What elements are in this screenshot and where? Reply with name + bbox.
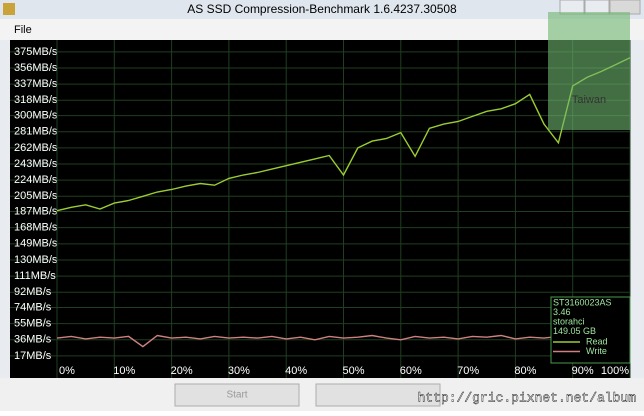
x-tick-label: 100% [601, 365, 629, 377]
legend-label: Write [586, 346, 607, 356]
x-tick-label: 50% [342, 365, 364, 377]
y-tick-label: 130MB/s [14, 254, 58, 266]
badge-logo [548, 12, 630, 130]
y-tick-label: 356MB/s [14, 62, 58, 74]
y-tick-label: 74MB/s [14, 301, 52, 313]
device-info: ST3160023AS [553, 297, 612, 307]
y-tick-label: 55MB/s [14, 318, 52, 330]
x-tick-label: 90% [572, 365, 594, 377]
window-title: AS SSD Compression-Benchmark 1.6.4237.30… [187, 2, 457, 16]
x-tick-label: 40% [285, 365, 307, 377]
start-button[interactable] [174, 383, 300, 407]
series-line [56, 57, 631, 212]
x-tick-label: 20% [171, 365, 193, 377]
y-tick-label: 281MB/s [14, 126, 58, 138]
maximize-button[interactable] [584, 0, 610, 15]
y-tick-label: 300MB/s [14, 109, 58, 121]
plot: 17MB/s 36MB/s 55MB/s 74MB/s 92MB/s 111MB/s 130… [10, 40, 631, 378]
x-tick-label: 30% [228, 365, 250, 377]
x-tick-label: 60% [400, 365, 422, 377]
y-tick-label: 187MB/s [14, 205, 58, 217]
start-button-label: Start [226, 390, 247, 401]
y-tick-label: 111MB/s [14, 270, 56, 282]
chart-area [10, 40, 630, 378]
y-tick-label: 168MB/s [14, 222, 58, 234]
x-tick-label: 10% [113, 365, 135, 377]
y-tick-label: 17MB/s [14, 350, 52, 362]
watermark: http://gric.pixnet.net/album [418, 390, 637, 405]
y-tick-label: 205MB/s [14, 190, 58, 202]
menu-item[interactable]: File [14, 24, 32, 36]
y-tick-label: 149MB/s [14, 238, 58, 250]
badge-text: Taiwan [572, 94, 606, 106]
y-tick-label: 337MB/s [14, 78, 58, 90]
minimize-button[interactable] [559, 0, 585, 15]
x-tick-label: 80% [514, 365, 536, 377]
x-tick-label: 70% [457, 365, 479, 377]
legend-label: Read [586, 336, 608, 346]
y-tick-label: 36MB/s [14, 334, 52, 346]
device-info: 149.05 GB [553, 326, 596, 336]
second-button[interactable] [315, 383, 441, 407]
device-info: 3.46 [553, 307, 571, 317]
x-tick-label: 0% [59, 365, 75, 377]
title-bar [0, 0, 644, 19]
close-button[interactable] [609, 0, 641, 15]
y-tick-label: 262MB/s [14, 142, 58, 154]
y-tick-label: 318MB/s [14, 94, 58, 106]
y-tick-label: 375MB/s [14, 46, 58, 58]
y-tick-label: 92MB/s [14, 286, 52, 298]
series-line [56, 334, 631, 348]
device-info: storahci [553, 316, 585, 326]
y-tick-label: 224MB/s [14, 174, 58, 186]
y-tick-label: 243MB/s [14, 158, 58, 170]
menu-bar [0, 19, 644, 40]
app-icon [3, 3, 15, 15]
